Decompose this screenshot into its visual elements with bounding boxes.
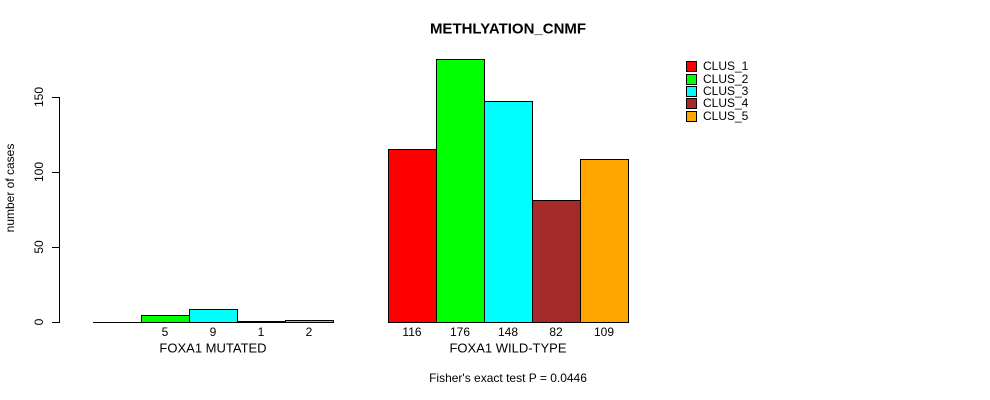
bar-CLUS_3 <box>484 101 533 323</box>
bar-value-label: 9 <box>209 325 217 339</box>
bar-value-label: 1 <box>257 325 265 339</box>
legend-label: CLUS_3 <box>703 83 749 98</box>
bar-value-label: 176 <box>449 325 471 339</box>
x-group-label: FOXA1 WILD-TYPE <box>449 340 567 356</box>
legend-swatch <box>686 98 697 110</box>
legend-label: CLUS_2 <box>703 71 749 86</box>
bar-value-label: 109 <box>593 325 615 339</box>
y-tick-label: 100 <box>32 161 46 183</box>
bar-value-label: 148 <box>497 325 519 339</box>
legend-item: CLUS_2 <box>686 71 749 86</box>
legend-item: CLUS_4 <box>686 96 749 111</box>
bar-CLUS_2 <box>436 59 485 323</box>
legend-label: CLUS_1 <box>703 59 749 74</box>
x-group-label: FOXA1 MUTATED <box>159 340 267 356</box>
bar-CLUS_3 <box>189 309 238 323</box>
y-tick-label: 50 <box>32 240 46 254</box>
legend-item: CLUS_3 <box>686 83 749 98</box>
bar-CLUS_1 <box>388 149 437 323</box>
bar-CLUS_5 <box>285 320 334 323</box>
bar-CLUS_5 <box>580 159 629 323</box>
legend-swatch <box>686 85 697 97</box>
y-axis-tick <box>52 322 59 323</box>
bar-CLUS_4 <box>532 200 581 323</box>
legend-swatch <box>686 61 697 73</box>
legend-item: CLUS_1 <box>686 59 749 74</box>
bar-value-label: 5 <box>161 325 169 339</box>
bar-CLUS_4 <box>237 321 286 323</box>
bar-CLUS_2 <box>141 315 190 323</box>
legend-label: CLUS_4 <box>703 96 749 111</box>
legend-label: CLUS_5 <box>703 108 749 123</box>
bar-value-label: 116 <box>402 325 422 339</box>
y-axis-tick <box>52 97 59 98</box>
bar-value-label: 2 <box>305 325 313 339</box>
legend-swatch <box>686 73 697 85</box>
legend-item: CLUS_5 <box>686 108 749 123</box>
footnote: Fisher's exact test P = 0.0446 <box>429 371 587 385</box>
y-axis-line <box>59 97 60 323</box>
chart-title: METHLYATION_CNMF <box>429 20 587 38</box>
bar-value-label: 82 <box>549 325 563 339</box>
y-tick-label: 150 <box>32 86 46 108</box>
y-axis-tick <box>52 172 59 173</box>
legend-swatch <box>686 110 697 122</box>
y-tick-label: 0 <box>32 318 46 326</box>
legend: CLUS_1 CLUS_2 CLUS_3 CLUS_4 CLUS_5 <box>686 59 749 123</box>
y-axis-tick <box>52 247 59 248</box>
